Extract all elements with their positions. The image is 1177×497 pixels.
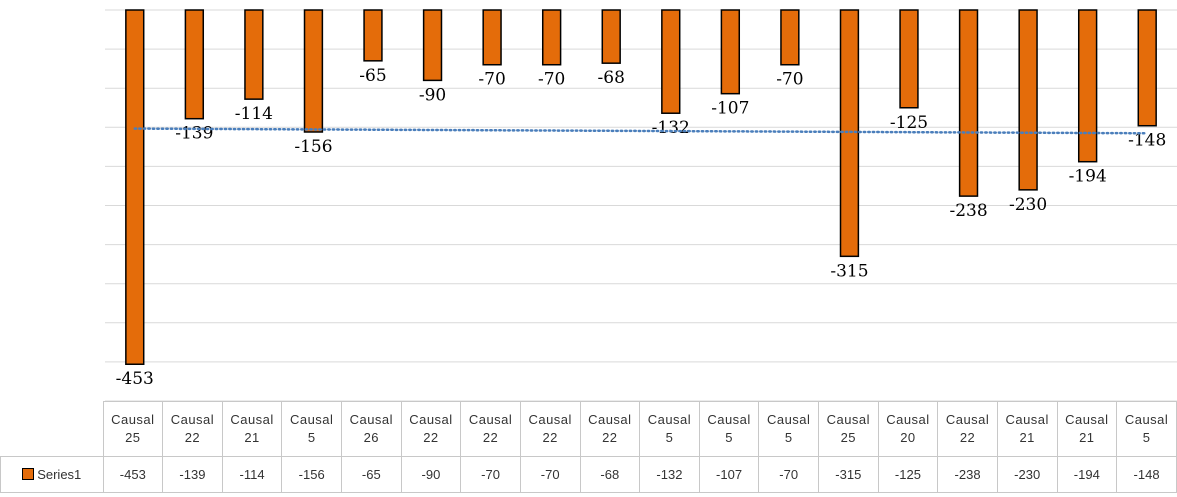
category-cell: Causal 20 <box>877 401 939 457</box>
bar <box>482 9 502 66</box>
value-row: Series1 -453 -139 -114 -156 -65 -90 -70 -70 -68 -1… <box>0 456 1177 493</box>
value-cell: -148 <box>1116 456 1177 493</box>
category-cell: Causal 5 <box>281 401 342 457</box>
value-cell: -315 <box>818 456 879 493</box>
category-cell: Causal 26 <box>341 401 402 457</box>
data-label: -238 <box>949 201 987 221</box>
value-cell: -70 <box>758 456 819 493</box>
bar <box>780 9 800 66</box>
category-cell: Causal 22 <box>162 401 223 457</box>
data-label: -70 <box>538 70 565 90</box>
trendline <box>133 127 1149 135</box>
data-label: -107 <box>711 99 749 119</box>
category-cell: Causal 5 <box>758 401 819 457</box>
legend-entry: Series1 <box>0 456 104 493</box>
bar <box>958 9 979 197</box>
bar <box>899 9 919 109</box>
value-cell: -453 <box>102 456 164 493</box>
value-cell: -132 <box>639 456 700 493</box>
bar <box>1137 9 1157 127</box>
bar <box>422 9 443 82</box>
value-cell: -70 <box>519 456 581 493</box>
data-label: -156 <box>294 137 332 157</box>
category-cell: Causal 5 <box>698 401 760 457</box>
data-label: -132 <box>652 118 690 138</box>
bar <box>839 9 860 258</box>
data-label: -125 <box>890 113 928 133</box>
data-label: -453 <box>116 369 154 389</box>
category-cell: Causal 25 <box>818 401 879 457</box>
category-cell: Causal 21 <box>1056 401 1118 457</box>
value-cell: -107 <box>698 456 760 493</box>
legend-key <box>22 468 35 480</box>
bar <box>601 9 621 64</box>
category-cell: Causal 22 <box>937 401 998 457</box>
bar <box>363 9 383 62</box>
value-cell: -139 <box>162 456 223 493</box>
corner <box>0 401 104 457</box>
bar <box>720 9 741 95</box>
chart: -453 -139 -114 -156 -65 -90 -70 -70 -68 -132 -107 -… <box>105 9 1177 401</box>
value-cell: -65 <box>341 456 402 493</box>
bar <box>1077 9 1098 163</box>
value-cell: -70 <box>460 456 521 493</box>
data-label: -70 <box>478 70 505 90</box>
value-cell: -156 <box>281 456 342 493</box>
data-label: -70 <box>776 70 803 90</box>
bar <box>541 9 562 66</box>
bar <box>125 9 145 365</box>
value-cell: -125 <box>877 456 939 493</box>
data-table: Causal 25 Causal 22 Causal 21 Causal 5 Causa… <box>0 401 1177 493</box>
data-label: -90 <box>419 85 446 105</box>
category-cell: Causal 22 <box>579 401 641 457</box>
category-cell: Causal 25 <box>102 401 164 457</box>
value-cell: -114 <box>221 456 283 493</box>
data-label: -65 <box>359 66 386 86</box>
data-label: -230 <box>1009 195 1047 215</box>
value-cell: -68 <box>579 456 641 493</box>
value-cell: -238 <box>937 456 998 493</box>
category-cell: Causal 22 <box>400 401 462 457</box>
data-label: -315 <box>830 261 868 281</box>
category-cell: Causal 22 <box>460 401 521 457</box>
category-cell: Causal 5 <box>1116 401 1177 457</box>
data-label: -139 <box>175 124 213 144</box>
data-label: -194 <box>1069 167 1107 187</box>
data-label: -114 <box>235 104 273 124</box>
category-cell: Causal 21 <box>221 401 283 457</box>
bar <box>184 9 205 120</box>
value-cell: -90 <box>400 456 462 493</box>
data-label: -68 <box>598 68 625 88</box>
data-label: -148 <box>1128 131 1166 151</box>
bar <box>303 9 324 133</box>
category-row: Causal 25 Causal 22 Causal 21 Causal 5 Causa… <box>0 401 1177 457</box>
bar <box>1018 9 1038 191</box>
bar <box>661 9 681 114</box>
category-cell: Causal 21 <box>996 401 1058 457</box>
value-cell: -194 <box>1056 456 1118 493</box>
category-cell: Causal 5 <box>639 401 700 457</box>
category-cell: Causal 22 <box>519 401 581 457</box>
value-cell: -230 <box>996 456 1058 493</box>
legend-label: Series1 <box>37 467 82 482</box>
bar <box>244 9 264 100</box>
